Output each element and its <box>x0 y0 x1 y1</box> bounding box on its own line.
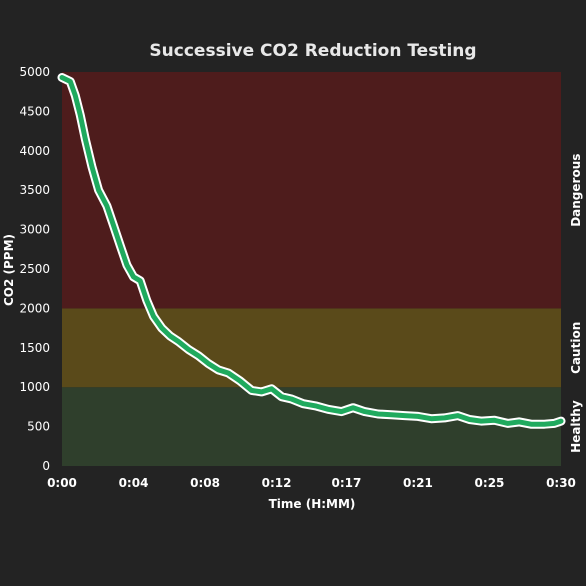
y-tick-label: 2500 <box>19 262 50 276</box>
x-tick-label: 0:17 <box>332 476 362 490</box>
zone-band-caution <box>62 308 561 388</box>
y-tick-label: 1000 <box>19 380 50 394</box>
y-tick-label: 500 <box>27 420 50 434</box>
y-tick-label: 2000 <box>19 301 50 315</box>
zone-label-healthy: Healthy <box>569 400 583 453</box>
x-tick-label: 0:00 <box>47 476 77 490</box>
y-tick-label: 3500 <box>19 183 50 197</box>
x-tick-label: 0:25 <box>475 476 505 490</box>
x-axis-ticks: 0:00 0:04 0:08 0:12 0:17 0:21 0:25 0:30 <box>47 476 576 490</box>
y-axis-ticks: 0 500 1000 1500 2000 2500 3000 3500 4000 4500 5000 <box>19 65 50 473</box>
zone-labels: Healthy Caution Dangerous <box>569 154 583 453</box>
y-axis-title: CO2 (PPM) <box>2 234 16 306</box>
series-line <box>59 75 564 427</box>
x-tick-label: 0:08 <box>190 476 220 490</box>
x-tick-label: 0:12 <box>262 476 292 490</box>
y-tick-label: 1500 <box>19 341 50 355</box>
y-tick-label: 5000 <box>19 65 50 79</box>
chart-title: Successive CO2 Reduction Testing <box>149 41 476 61</box>
x-axis-title: Time (H:MM) <box>269 497 356 511</box>
zone-band-healthy <box>62 387 561 466</box>
zone-label-dangerous: Dangerous <box>569 154 583 227</box>
zone-label-caution: Caution <box>569 322 583 374</box>
y-tick-label: 4500 <box>19 104 50 118</box>
series-layer <box>57 73 566 429</box>
zones-layer <box>62 72 561 466</box>
y-tick-label: 3000 <box>19 223 50 237</box>
y-tick-label: 0 <box>42 459 50 473</box>
x-tick-label: 0:04 <box>119 476 149 490</box>
x-tick-label: 0:21 <box>403 476 433 490</box>
x-tick-label: 0:30 <box>546 476 576 490</box>
zone-band-dangerous <box>62 72 561 309</box>
y-tick-label: 4000 <box>19 144 50 158</box>
